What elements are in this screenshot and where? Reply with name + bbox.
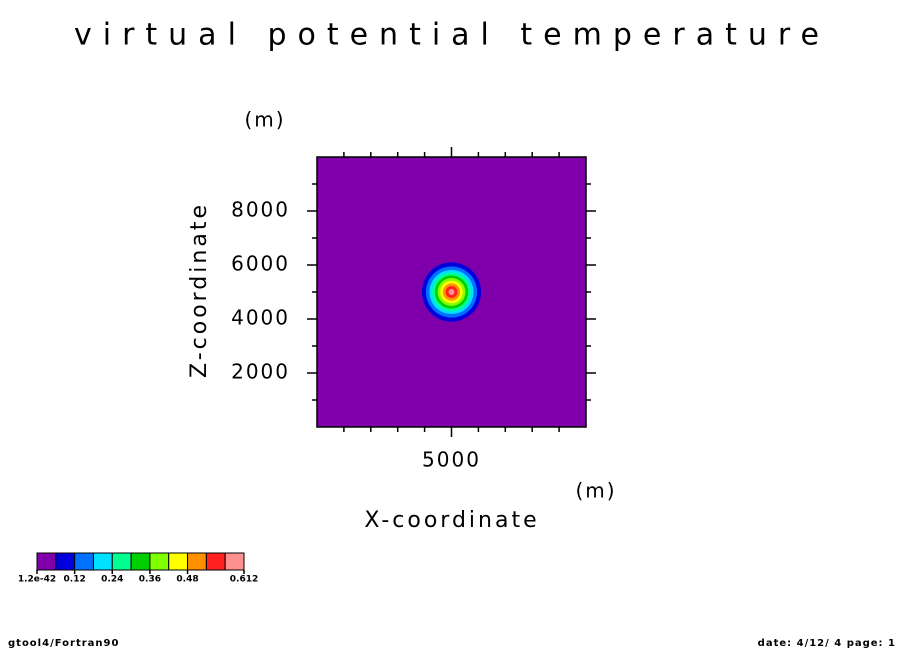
colorbar-box <box>92 552 113 571</box>
y-axis-label: Z-coordinate <box>187 202 212 378</box>
colorbar-box <box>111 552 132 571</box>
y-tick-label: 4000 <box>231 306 290 330</box>
footer-right: date: 4/12/ 4 page: 1 <box>758 638 896 649</box>
colorbar-box <box>187 552 207 571</box>
colorbar-box <box>224 552 245 571</box>
x-tick-label: 5000 <box>422 448 481 472</box>
chart-title: virtual potential temperature <box>74 18 830 53</box>
colorbar-label: 0.24 <box>101 575 123 585</box>
colorbar-box <box>74 552 94 571</box>
y-tick-label: 6000 <box>231 252 290 276</box>
colorbar-box <box>130 552 151 571</box>
contour-fill <box>448 289 455 295</box>
colorbar-box <box>55 552 76 571</box>
y-unit: (m) <box>244 108 285 132</box>
y-tick-label: 2000 <box>231 360 290 384</box>
colorbar-box <box>168 552 189 571</box>
colorbar-label: 0.12 <box>64 575 86 585</box>
colorbar-label: 0.612 <box>230 575 258 585</box>
colorbar-label: 0.48 <box>176 575 198 585</box>
colorbar-box <box>36 552 57 571</box>
x-unit: (m) <box>575 479 616 503</box>
colorbar-box <box>205 552 226 571</box>
y-tick-label: 8000 <box>231 198 290 222</box>
x-axis-label: X-coordinate <box>364 508 539 533</box>
colorbar-label: 1.2e-42 <box>18 575 56 585</box>
colorbar-box <box>149 552 170 571</box>
colorbar-label: 0.36 <box>139 575 161 585</box>
footer-left: gtool4/Fortran90 <box>8 638 119 649</box>
